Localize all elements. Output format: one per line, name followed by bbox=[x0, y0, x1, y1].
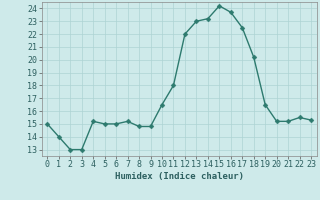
X-axis label: Humidex (Indice chaleur): Humidex (Indice chaleur) bbox=[115, 172, 244, 181]
